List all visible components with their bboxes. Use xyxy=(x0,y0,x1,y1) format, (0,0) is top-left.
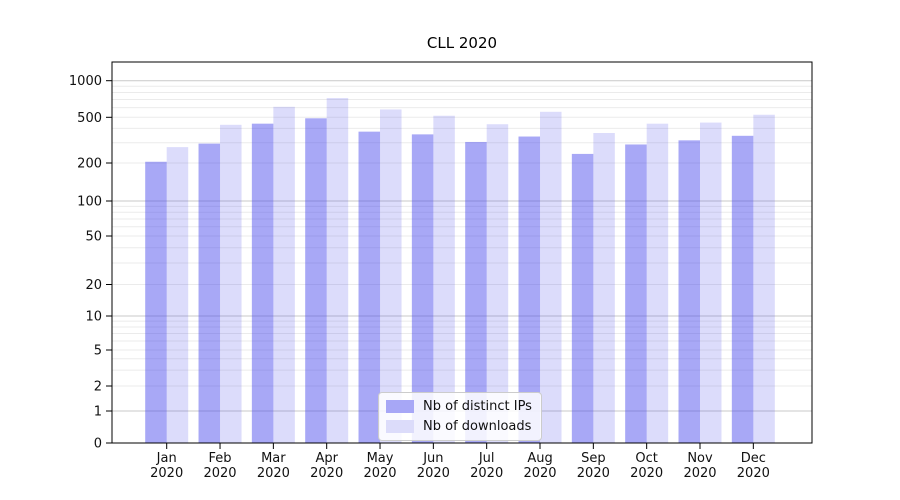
x-tick-label-year: 2020 xyxy=(417,466,450,481)
x-tick-label-month: Apr xyxy=(315,451,338,466)
y-tick-label: 1000 xyxy=(69,74,102,89)
bar-dec-downloads xyxy=(753,114,775,443)
bar-oct-downloads xyxy=(646,123,669,443)
x-tick-label-year: 2020 xyxy=(363,466,396,481)
bar-sep-distinct-ips xyxy=(571,153,594,443)
bar-jul-distinct-ips xyxy=(465,141,487,443)
bar-mar-distinct-ips xyxy=(251,123,274,443)
bar-jan-distinct-ips xyxy=(145,161,167,443)
y-tick-label: 0 xyxy=(94,437,102,452)
legend-swatch-distinct-ips xyxy=(386,400,414,413)
legend: Nb of distinct IPs Nb of downloads xyxy=(378,392,542,441)
bar-jan-downloads xyxy=(166,147,189,443)
bar-apr-downloads xyxy=(326,98,349,443)
x-tick-label-month: Dec xyxy=(741,451,766,466)
x-tick-label-year: 2020 xyxy=(683,466,716,481)
x-tick-label-month: Jan xyxy=(156,451,177,466)
chart-title: CLL 2020 xyxy=(426,34,498,52)
x-tick-label-year: 2020 xyxy=(523,466,556,481)
x-tick-label-month: Feb xyxy=(209,451,232,466)
y-tick-label: 50 xyxy=(85,230,102,245)
bar-aug-downloads xyxy=(540,111,562,443)
bar-nov-downloads xyxy=(700,122,722,443)
x-tick-label-month: May xyxy=(367,451,394,466)
y-tick-label: 10 xyxy=(85,310,102,325)
x-tick-label-year: 2020 xyxy=(150,466,183,481)
y-tick-label: 5 xyxy=(94,344,102,359)
bar-nov-distinct-ips xyxy=(678,140,700,443)
bar-jun-downloads xyxy=(433,115,455,443)
bar-apr-distinct-ips xyxy=(305,118,327,443)
bar-oct-distinct-ips xyxy=(625,144,647,443)
bar-jun-distinct-ips xyxy=(411,134,434,443)
x-tick-label-year: 2020 xyxy=(470,466,503,481)
x-tick-label-year: 2020 xyxy=(577,466,610,481)
x-tick-label-month: Mar xyxy=(261,451,286,466)
x-tick-label-year: 2020 xyxy=(630,466,663,481)
bar-mar-downloads xyxy=(273,106,295,444)
x-tick-label-month: Oct xyxy=(635,451,657,466)
y-tick-label: 20 xyxy=(85,278,102,293)
x-tick-label-month: Nov xyxy=(687,451,713,466)
legend-swatch-downloads xyxy=(386,420,414,433)
axes-frame xyxy=(111,61,813,444)
legend-label-distinct-ips: Nb of distinct IPs xyxy=(423,399,532,414)
bar-feb-downloads xyxy=(220,124,242,443)
y-tick-label: 100 xyxy=(77,195,102,210)
legend-label-downloads: Nb of downloads xyxy=(423,419,532,434)
x-tick-label-year: 2020 xyxy=(737,466,770,481)
legend-item-downloads: Nb of downloads xyxy=(386,419,532,434)
legend-item-distinct-ips: Nb of distinct IPs xyxy=(386,399,532,414)
x-tick-label-month: Sep xyxy=(581,451,606,466)
x-tick-label-year: 2020 xyxy=(310,466,343,481)
y-tick-label: 200 xyxy=(77,157,102,172)
bar-feb-distinct-ips xyxy=(198,143,221,444)
x-tick-label-month: Aug xyxy=(527,451,552,466)
bar-dec-distinct-ips xyxy=(731,135,754,443)
x-tick-label-month: Jun xyxy=(422,451,443,466)
y-tick-label: 1 xyxy=(94,405,102,420)
x-tick-label-year: 2020 xyxy=(203,466,236,481)
bar-aug-distinct-ips xyxy=(518,136,541,443)
y-tick-label: 500 xyxy=(77,111,102,126)
y-tick-label: 2 xyxy=(94,380,102,395)
x-tick-label-month: Jul xyxy=(478,451,495,466)
x-tick-label-year: 2020 xyxy=(257,466,290,481)
bar-may-distinct-ips xyxy=(358,131,381,444)
bar-may-downloads xyxy=(380,109,402,443)
bar-jul-downloads xyxy=(486,124,509,443)
bar-sep-downloads xyxy=(593,132,615,443)
